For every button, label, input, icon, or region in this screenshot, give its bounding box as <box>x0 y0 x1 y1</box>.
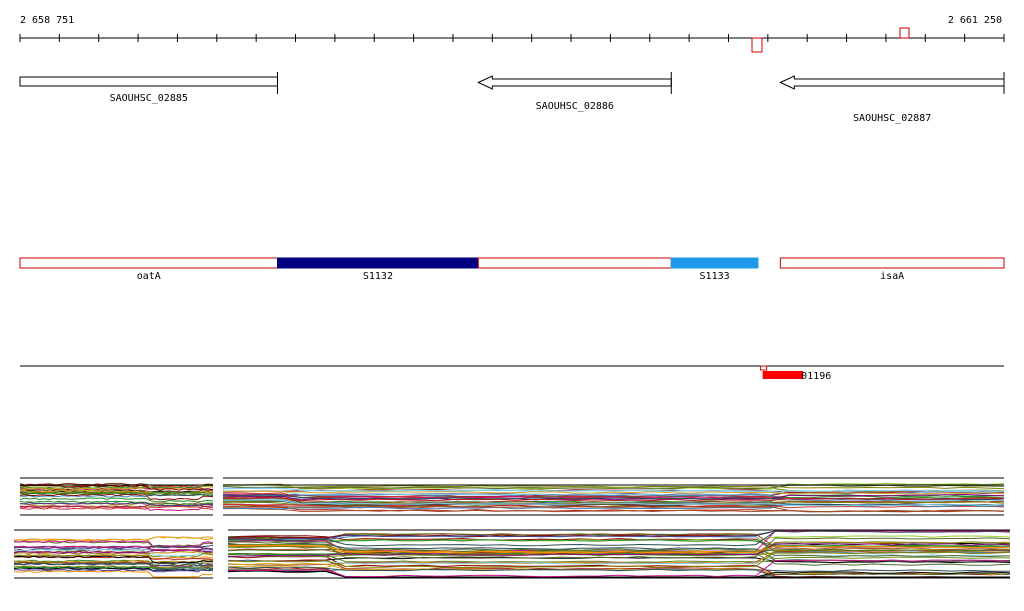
profile-line <box>227 543 1011 557</box>
annotation-label: oatA <box>137 271 161 282</box>
profile-line <box>222 497 1005 502</box>
profile-line <box>13 554 214 560</box>
axis-marker-high <box>899 27 910 39</box>
profile-line <box>227 537 1011 559</box>
gene-track: SAOUHSC_02885 SAOUHSC_02886 SAOUHSC_02887 <box>19 72 1005 124</box>
axis-end-label: 2 661 250 <box>948 15 1002 26</box>
profile-line <box>227 555 1011 576</box>
profile-line <box>222 490 1005 495</box>
profile-line <box>227 566 1011 572</box>
profile-line <box>222 484 1005 490</box>
profile-line <box>13 561 214 567</box>
profile-line <box>227 550 1011 566</box>
profile-line <box>227 535 1011 542</box>
gene-label: SAOUHSC_02887 <box>853 113 931 124</box>
profile-panel-upper <box>19 477 1005 516</box>
annotation-box <box>277 257 479 269</box>
annotation-label: S1133 <box>700 271 730 282</box>
profile-line <box>222 487 1005 493</box>
profile-line <box>222 493 1005 501</box>
profile-line <box>19 493 214 501</box>
axis-ticks <box>19 34 1005 42</box>
profile-line <box>228 530 1011 547</box>
profile-line <box>227 548 1011 558</box>
profile-line <box>19 505 214 512</box>
feature-box <box>762 371 804 379</box>
gene-box <box>19 76 279 87</box>
profile-line <box>19 492 214 497</box>
profile-line <box>13 566 214 571</box>
profile-line <box>13 559 214 564</box>
coordinate-axis: 2 658 751 2 661 250 <box>19 15 1005 53</box>
feature-track: 01196 <box>20 365 1004 382</box>
annotation-label: S1132 <box>363 271 393 282</box>
profile-line <box>227 541 1011 554</box>
profile-line <box>19 484 214 491</box>
annotation-box <box>477 257 672 269</box>
profile-line <box>222 500 1005 509</box>
profile-line <box>19 500 214 506</box>
feature-marker <box>760 365 768 371</box>
profile-line <box>13 555 214 564</box>
annotation-label: isaA <box>880 271 904 282</box>
annotation-box <box>19 257 279 269</box>
gene-arrow <box>477 75 672 90</box>
profile-line <box>222 485 1005 490</box>
profile-line <box>228 544 1011 554</box>
axis-marker-low <box>751 37 763 53</box>
profile-line <box>13 548 214 557</box>
annotation-box <box>670 257 759 269</box>
gene-arrow <box>779 75 1005 90</box>
profile-panel-lower <box>13 529 1011 579</box>
profile-line <box>222 498 1005 507</box>
annotation-track: oatA S1132 S1133 isaA <box>19 257 1005 282</box>
feature-marks: 01196 <box>760 365 831 382</box>
profile-line <box>13 536 214 542</box>
profile-line <box>222 507 1005 513</box>
expression-profiles <box>13 477 1011 579</box>
profile-line <box>19 485 214 490</box>
gene-label: SAOUHSC_02885 <box>110 93 188 104</box>
profile-line <box>13 551 214 555</box>
profile-line <box>19 502 214 507</box>
profile-line <box>227 549 1011 569</box>
profile-line <box>13 568 214 572</box>
gene-label: SAOUHSC_02886 <box>536 101 614 112</box>
profile-line <box>222 503 1005 510</box>
profile-line <box>19 497 214 503</box>
profile-line <box>13 570 214 578</box>
axis-start-label: 2 658 751 <box>20 15 74 26</box>
annotation-box <box>779 257 1005 269</box>
feature-label: 01196 <box>801 371 831 382</box>
profile-line <box>19 482 214 487</box>
profile-line <box>13 545 214 552</box>
profile-line <box>227 554 1011 565</box>
profile-line <box>228 559 1011 578</box>
profile-line <box>13 540 214 548</box>
